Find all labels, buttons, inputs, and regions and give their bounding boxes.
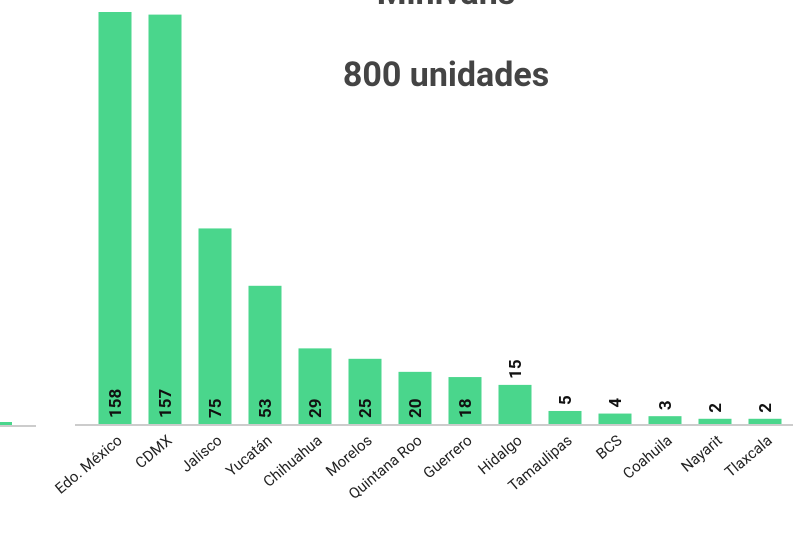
value-label: 29 [306,398,326,418]
value-label: 20 [406,398,426,418]
value-label: 15 [506,359,526,379]
x-tick-label: Nayarit [678,431,726,475]
bar [648,416,682,424]
bar [748,418,782,424]
bar [398,371,432,424]
value-label: 3 [656,400,676,410]
value-label: 158 [106,389,126,418]
value-label: 2 [756,403,776,413]
bar [348,358,382,424]
bar [148,14,182,424]
x-tick-label: CDMX [132,431,176,472]
chart-title: Minivans [377,0,516,13]
bar [548,410,582,424]
x-tick-label: Tlaxcala [721,431,775,481]
x-tick-label: Jalisco [177,431,225,476]
value-label: 157 [156,388,176,418]
value-label: 25 [356,398,376,418]
x-tick-label: Edo. México [51,431,125,497]
bar [448,377,482,424]
x-tick-label: BCS [593,431,626,463]
bar [598,413,632,424]
bar [98,12,132,424]
bar [198,228,232,424]
value-label: 75 [206,398,226,418]
bar [698,418,732,424]
bar [298,348,332,424]
value-label: 53 [256,398,276,418]
bar [498,384,532,424]
bar [248,285,282,424]
x-tick-label: Coahuila [619,431,675,482]
x-tick-label: Guerrero [420,431,476,482]
cropped-neighbor-bar [0,422,12,426]
value-label: 4 [606,398,626,408]
value-label: 18 [456,398,476,418]
value-label: 5 [556,395,576,405]
chart-subtitle: 800 unidades [343,55,549,95]
value-label: 2 [706,403,726,413]
